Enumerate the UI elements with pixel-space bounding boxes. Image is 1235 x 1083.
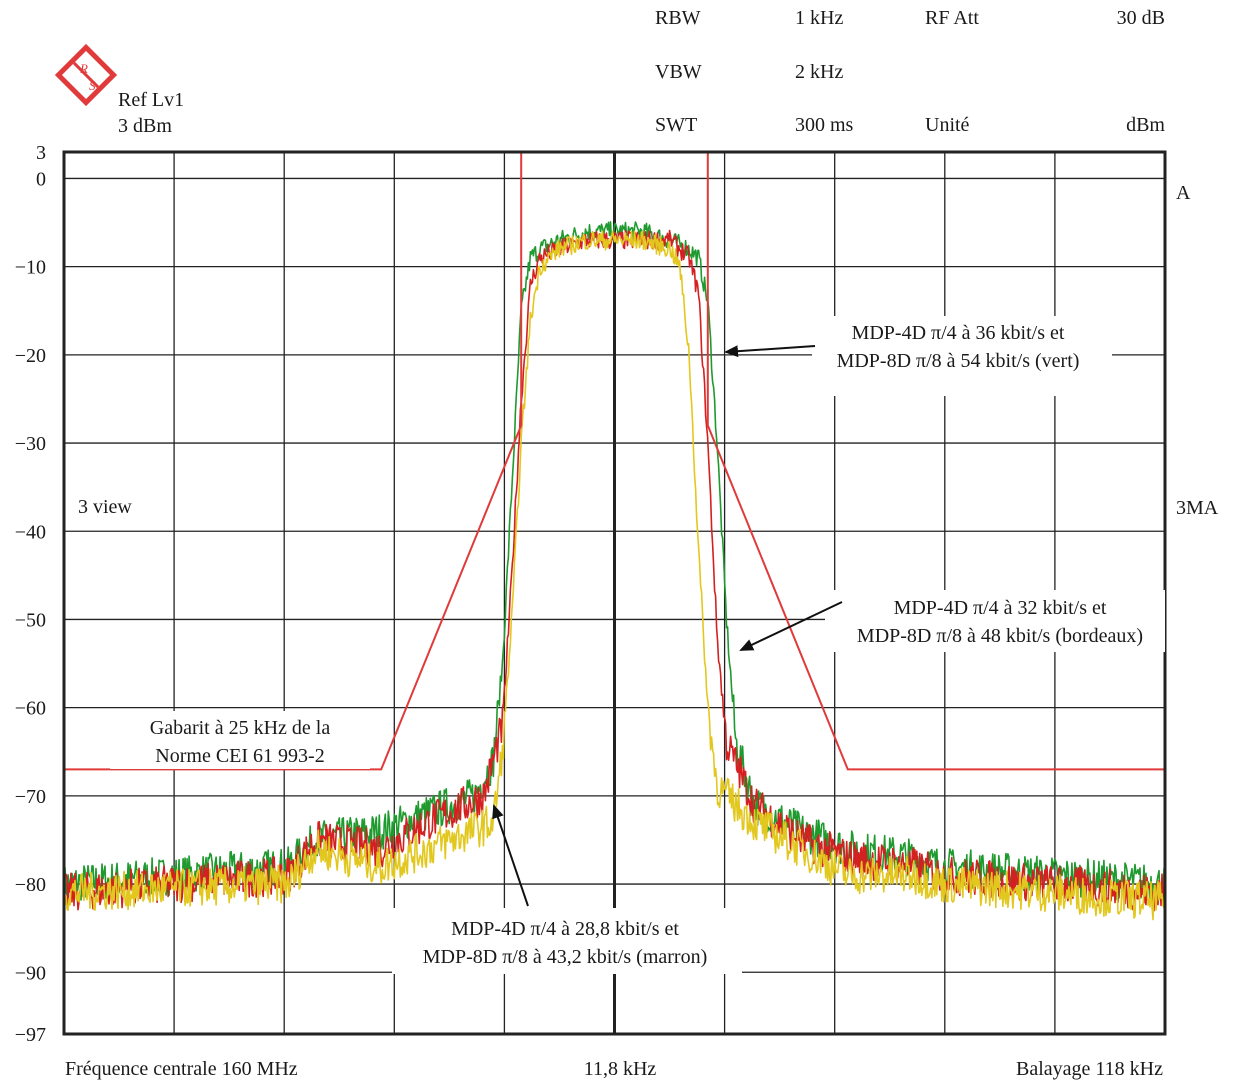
- rbw-value: 1 kHz: [795, 7, 843, 29]
- y-tick-label: −60: [15, 698, 46, 720]
- y-tick-label: −30: [15, 433, 46, 455]
- annotation-yellow-line1: MDP-4D π/4 à 28,8 kbit/s et: [451, 918, 679, 940]
- y-tick-label: −20: [15, 345, 46, 367]
- annotation-green-line2: MDP-8D π/8 à 54 kbit/s (vert): [837, 350, 1080, 372]
- ref-level-label: Ref Lv1: [118, 89, 184, 111]
- footer-span-per-division: 11,8 kHz: [584, 1058, 657, 1080]
- annotation-green: MDP-4D π/4 à 36 kbit/s et MDP-8D π/8 à 5…: [812, 316, 1112, 396]
- arrow-yellow: [492, 804, 529, 907]
- arrow-green: [724, 345, 816, 358]
- y-tick-label: −70: [15, 786, 46, 808]
- y-tick-label: 3: [36, 142, 46, 164]
- trace-3ma-label: 3MA: [1176, 497, 1219, 519]
- svg-text:S: S: [89, 78, 96, 93]
- svg-text:R: R: [79, 61, 88, 76]
- vbw-label: VBW: [655, 61, 702, 83]
- footer-center-frequency: Fréquence centrale 160 MHz: [65, 1058, 298, 1080]
- y-tick-label: 0: [36, 168, 46, 190]
- y-axis-ticks: 3 0 −10 −20 −30 −40 −50 −60 −70 −80 −90 −97: [15, 142, 46, 1046]
- annotation-green-line1: MDP-4D π/4 à 36 kbit/s et: [852, 322, 1065, 344]
- annotation-yellow-line2: MDP-8D π/8 à 43,2 kbit/s (marron): [423, 946, 708, 968]
- y-tick-label: −10: [15, 257, 46, 279]
- rbw-label: RBW: [655, 7, 701, 29]
- annotation-mask-line1: Gabarit à 25 kHz de la: [150, 717, 331, 739]
- vbw-value: 2 kHz: [795, 61, 843, 83]
- annotation-mask: Gabarit à 25 kHz de la Norme CEI 61 993-…: [110, 711, 370, 769]
- footer-sweep-span: Balayage 118 kHz: [1016, 1058, 1163, 1080]
- annotation-red-line2: MDP-8D π/8 à 48 kbit/s (bordeaux): [857, 625, 1143, 647]
- annotation-yellow: MDP-4D π/4 à 28,8 kbit/s et MDP-8D π/8 à…: [392, 908, 742, 974]
- view-label: 3 view: [78, 496, 132, 518]
- annotation-red-line1: MDP-4D π/4 à 32 kbit/s et: [894, 597, 1107, 619]
- swt-value: 300 ms: [795, 114, 854, 136]
- y-tick-label: −97: [15, 1024, 46, 1046]
- ref-level-value: 3 dBm: [118, 115, 172, 137]
- rf-att-label: RF Att: [925, 7, 979, 29]
- y-tick-label: −50: [15, 609, 46, 631]
- annotation-red: MDP-4D π/4 à 32 kbit/s et MDP-8D π/8 à 4…: [825, 590, 1165, 652]
- y-tick-label: −80: [15, 874, 46, 896]
- unit-value: dBm: [1126, 114, 1165, 136]
- unit-label: Unité: [925, 114, 970, 136]
- swt-label: SWT: [655, 114, 697, 136]
- trace-a-label: A: [1176, 182, 1191, 204]
- annotation-mask-line2: Norme CEI 61 993-2: [155, 745, 324, 767]
- rs-logo: R S: [54, 43, 118, 107]
- y-tick-label: −90: [15, 962, 46, 984]
- trace-yellow: [63, 230, 1166, 921]
- y-tick-label: −40: [15, 521, 46, 543]
- rf-att-value: 30 dB: [1117, 7, 1165, 29]
- arrow-red: [739, 601, 843, 651]
